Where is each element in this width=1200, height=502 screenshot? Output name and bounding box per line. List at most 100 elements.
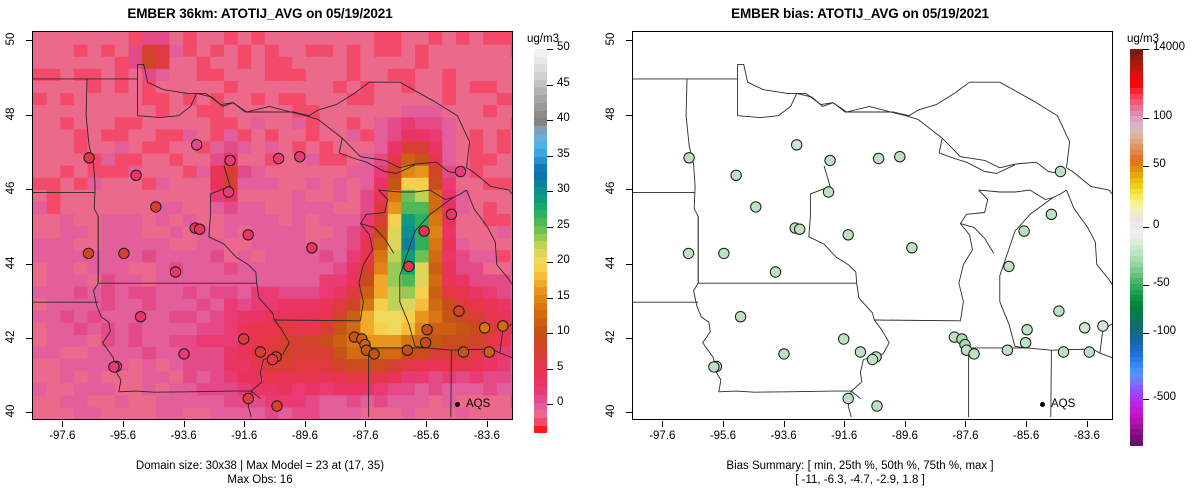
- grid-cell: [510, 237, 512, 251]
- x-tick-mark: [304, 421, 306, 427]
- grid-cell: [33, 177, 48, 190]
- grid-cell: [87, 370, 102, 384]
- grid-cell: [305, 56, 321, 69]
- grid-cell: [442, 346, 457, 360]
- grid-cell: [414, 177, 430, 190]
- grid-cell: [278, 285, 293, 299]
- grid-cell: [360, 358, 375, 372]
- bias-map-plot[interactable]: [632, 31, 1113, 420]
- grid-cell: [237, 32, 252, 45]
- grid-cell: [87, 128, 102, 142]
- grid-cell: [496, 56, 512, 69]
- grid-cell: [169, 92, 184, 106]
- grid-cell: [196, 237, 211, 251]
- grid-cell: [60, 213, 75, 227]
- grid-cell: [183, 32, 198, 45]
- grid-cell: [292, 382, 307, 396]
- grid-cell: [469, 32, 484, 45]
- grid-cell: [428, 394, 443, 408]
- grid-cell: [223, 104, 239, 118]
- grid-cell: [305, 152, 321, 166]
- grid-cell: [155, 298, 171, 311]
- colorbar-tick: [547, 84, 553, 86]
- grid-cell: [128, 406, 143, 419]
- aqs-legend-model: AQS: [455, 398, 490, 410]
- map-border: [33, 63, 512, 195]
- grid-cell: [401, 104, 416, 118]
- grid-cell: [46, 370, 61, 384]
- obs-site-marker: [479, 322, 491, 334]
- grid-cell: [414, 298, 430, 311]
- y-tick-mark: [26, 337, 32, 339]
- grid-cell: [33, 358, 48, 372]
- grid-cell: [101, 298, 116, 311]
- grid-cell: [169, 44, 184, 57]
- grid-cell: [360, 189, 375, 202]
- grid-cell: [73, 165, 89, 178]
- grid-cell: [46, 177, 61, 190]
- obs-site-marker: [1045, 208, 1058, 221]
- map-border: [450, 350, 452, 418]
- grid-cell: [414, 128, 430, 142]
- colorbar-tick: [547, 120, 553, 121]
- grid-cell: [414, 201, 430, 215]
- grid-cell: [469, 92, 484, 106]
- grid-cell: [210, 346, 225, 360]
- grid-cell: [360, 44, 375, 57]
- map-border: [874, 319, 961, 322]
- grid-cell: [333, 44, 348, 57]
- grid-cell: [264, 56, 280, 69]
- grid-cell: [46, 394, 61, 408]
- grid-cell: [142, 322, 157, 335]
- grid-cell: [223, 116, 239, 130]
- grid-cell: [210, 116, 225, 130]
- x-tick-label: -85.6: [413, 430, 440, 442]
- grid-cell: [401, 165, 416, 178]
- grid-cell: [469, 249, 484, 263]
- grid-cell: [360, 249, 375, 263]
- grid-cell: [305, 370, 321, 384]
- grid-cell: [333, 298, 348, 311]
- grid-cell: [278, 68, 293, 81]
- grid-cell: [346, 165, 362, 178]
- grid-cell: [496, 165, 512, 178]
- grid-cell: [196, 273, 211, 287]
- grid-cell: [223, 370, 239, 384]
- grid-cell: [183, 310, 198, 323]
- obs-site-marker: [178, 348, 190, 360]
- grid-cell: [278, 334, 293, 348]
- grid-cell: [251, 128, 266, 142]
- grid-cell: [60, 406, 75, 419]
- grid-cell: [73, 201, 89, 215]
- grid-cell: [73, 261, 89, 275]
- grid-cell: [278, 44, 293, 57]
- grid-cell: [496, 68, 512, 81]
- grid-cell: [305, 406, 321, 419]
- x-tick-label: -87.6: [352, 430, 379, 442]
- grid-cell: [428, 189, 443, 202]
- grid-cell: [155, 273, 171, 287]
- grid-cell: [292, 201, 307, 215]
- grid-cell: [114, 152, 130, 166]
- grid-cell: [183, 68, 198, 81]
- grid-cell: [483, 382, 498, 396]
- model-map-plot[interactable]: [32, 31, 513, 420]
- obs-site-marker: [238, 333, 250, 345]
- grid-cell: [46, 92, 61, 106]
- grid-cell: [183, 322, 198, 335]
- grid-cell: [60, 298, 75, 311]
- grid-cell: [223, 80, 239, 94]
- grid-cell: [305, 394, 321, 408]
- grid-cell: [237, 189, 252, 202]
- grid-cell: [114, 406, 130, 419]
- grid-cell: [401, 334, 416, 348]
- grid-cell: [101, 92, 116, 106]
- grid-cell: [237, 322, 252, 335]
- grid-cell: [319, 406, 334, 419]
- obs-site-marker: [1003, 260, 1015, 273]
- colorbar-tick: [1143, 166, 1149, 168]
- obs-site-marker: [403, 260, 415, 273]
- map-border: [338, 138, 416, 174]
- grid-cell: [469, 140, 484, 154]
- y-tick-label: 48: [605, 107, 617, 121]
